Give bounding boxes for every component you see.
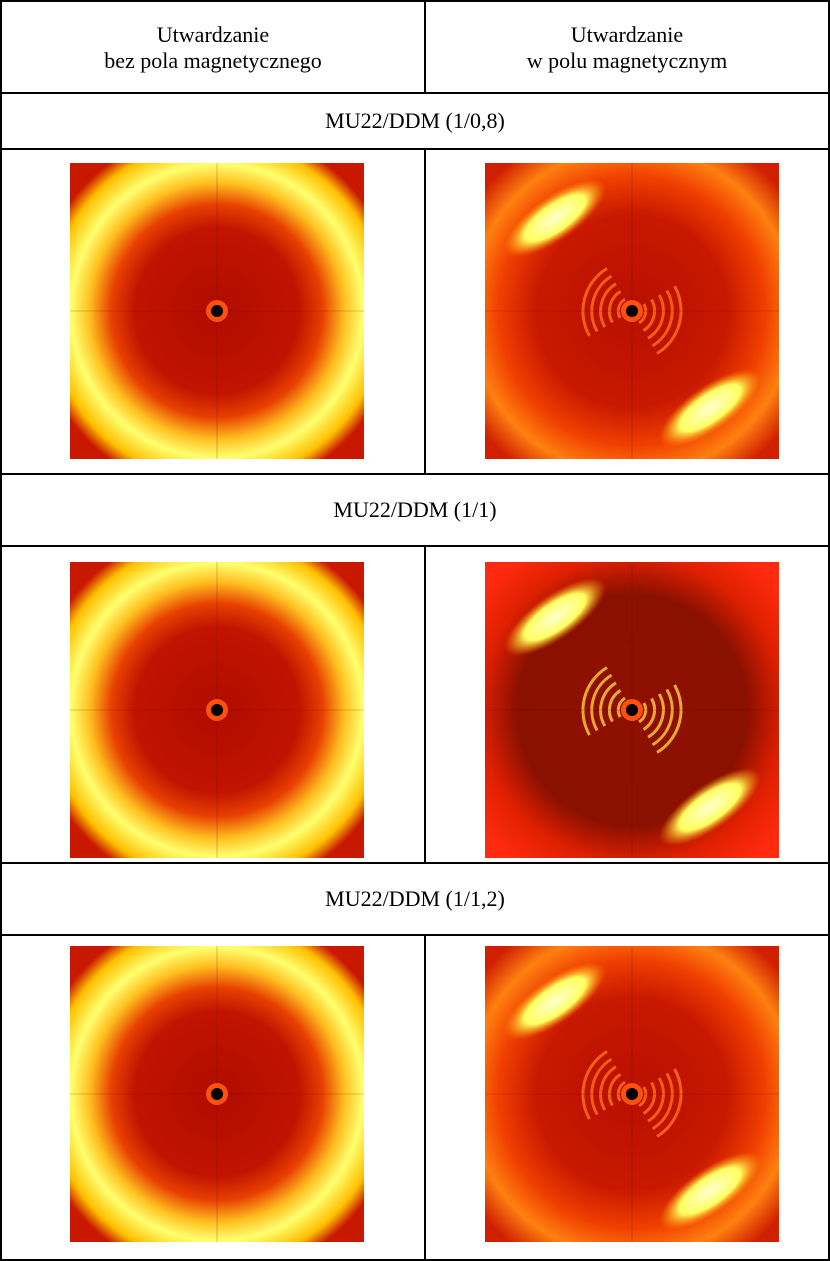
image-detail [590, 673, 613, 732]
image-detail [638, 303, 648, 325]
diffraction-image [485, 562, 779, 858]
border [0, 545, 830, 547]
border [0, 0, 2, 1261]
header-cell: Utwardzanie bez pola magnetycznego [2, 4, 424, 92]
diffraction-image [485, 946, 779, 1242]
image-detail [599, 282, 617, 328]
image-detail [647, 693, 665, 739]
image-detail [656, 285, 683, 355]
header-text: Utwardzanie [570, 22, 684, 47]
image-detail [590, 274, 613, 333]
border [0, 0, 830, 2]
section-label: MU22/DDM (1/1) [333, 497, 497, 522]
image-detail [659, 768, 761, 846]
image-detail [504, 578, 606, 656]
image-detail [626, 305, 638, 317]
header-text: w polu magnetycznym [526, 48, 728, 73]
image-detail [581, 666, 608, 736]
image-detail [607, 689, 622, 723]
image-detail [642, 298, 657, 332]
section-label: MU22/DDM (1/1,2) [325, 886, 505, 911]
image-detail [616, 1080, 626, 1102]
image-detail [626, 1088, 638, 1100]
diffraction-image [485, 163, 779, 459]
border [0, 473, 830, 475]
image-detail [599, 681, 617, 727]
image-detail [590, 1057, 613, 1116]
border [0, 934, 830, 936]
border [424, 0, 426, 94]
section-label: MU22/DDM (1/0,8) [325, 108, 505, 133]
image-detail [211, 305, 223, 317]
image-detail [651, 688, 674, 747]
border [0, 862, 830, 864]
image-detail [651, 1072, 674, 1131]
border [0, 92, 830, 94]
image-detail [599, 1065, 617, 1111]
image-detail [504, 179, 606, 257]
image-detail [626, 704, 638, 716]
image-detail [651, 289, 674, 348]
border [0, 1259, 830, 1261]
image-detail [656, 1068, 683, 1138]
image-detail [638, 1086, 648, 1108]
image-detail [647, 1077, 665, 1123]
border [0, 148, 830, 150]
image-detail [607, 1073, 622, 1107]
image-detail [638, 702, 648, 724]
diffraction-image [70, 163, 364, 459]
border [424, 148, 426, 474]
image-detail [607, 290, 622, 324]
image-detail [581, 267, 608, 337]
border [828, 0, 830, 1261]
diffraction-image [70, 562, 364, 858]
image-detail [616, 297, 626, 319]
image-detail [642, 1081, 657, 1115]
image-detail [659, 1152, 761, 1230]
header-text: bez pola magnetycznego [104, 48, 322, 73]
border [424, 545, 426, 863]
border [424, 934, 426, 1260]
image-detail [656, 684, 683, 754]
image-detail [647, 294, 665, 340]
image-detail [211, 1088, 223, 1100]
image-detail [581, 1050, 608, 1120]
image-detail [616, 696, 626, 718]
image-detail [659, 369, 761, 447]
diffraction-image [70, 946, 364, 1242]
header-text: Utwardzanie [156, 22, 270, 47]
header-cell: Utwardzanie w polu magnetycznym [426, 4, 828, 92]
image-detail [504, 962, 606, 1040]
image-detail [211, 704, 223, 716]
image-detail [642, 697, 657, 731]
